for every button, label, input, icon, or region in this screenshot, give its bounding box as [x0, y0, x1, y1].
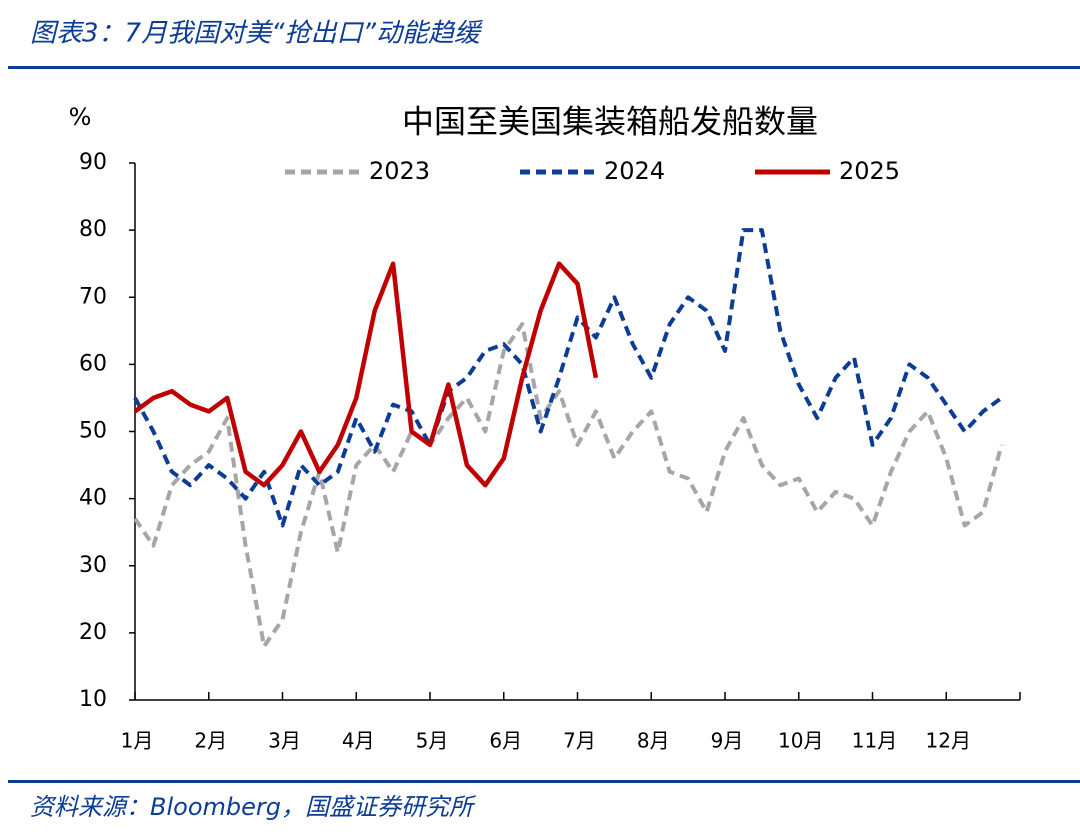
x-tick-label: 4月 [342, 729, 375, 753]
series-line [133, 322, 1004, 649]
legend-label: 2025 [839, 157, 900, 185]
y-tick-label: 10 [79, 687, 107, 712]
header-title: 图表3：7月我国对美“抢出口”动能趋缓 [30, 19, 484, 49]
footer-source: 资料来源：Bloomberg，国盛证券研究所 [30, 793, 477, 821]
y-tick-label: 80 [79, 217, 107, 242]
x-tick-label: 5月 [416, 729, 449, 753]
series-line [133, 261, 599, 488]
y-tick-label: 60 [79, 351, 107, 376]
chart-title: 中国至美国集装箱船发船数量 [402, 103, 818, 141]
y-tick-label: 40 [79, 486, 107, 511]
x-tick-label: 10月 [778, 729, 823, 753]
x-tick-label: 2月 [194, 729, 227, 753]
x-tick-label: 9月 [711, 729, 744, 753]
y-tick-label: 90 [79, 150, 107, 175]
x-tick-label: 11月 [852, 729, 897, 753]
y-tick-label: 30 [79, 553, 107, 578]
y-tick-label: 50 [79, 419, 107, 444]
y-tick-label: 70 [79, 284, 107, 309]
x-tick-label: 7月 [563, 729, 596, 753]
x-tick-label: 1月 [121, 729, 154, 753]
x-tick-label: 12月 [926, 729, 971, 753]
y-axis-label: % [69, 103, 92, 131]
x-tick-label: 6月 [489, 729, 522, 753]
header-rule [8, 66, 1080, 69]
x-tick-label: 3月 [268, 729, 301, 753]
legend-label: 2023 [369, 157, 430, 185]
legend-label: 2024 [604, 157, 665, 185]
x-tick-label: 8月 [637, 729, 670, 753]
footer-rule [8, 780, 1080, 783]
series-line [133, 228, 1003, 528]
y-tick-label: 20 [79, 620, 107, 645]
